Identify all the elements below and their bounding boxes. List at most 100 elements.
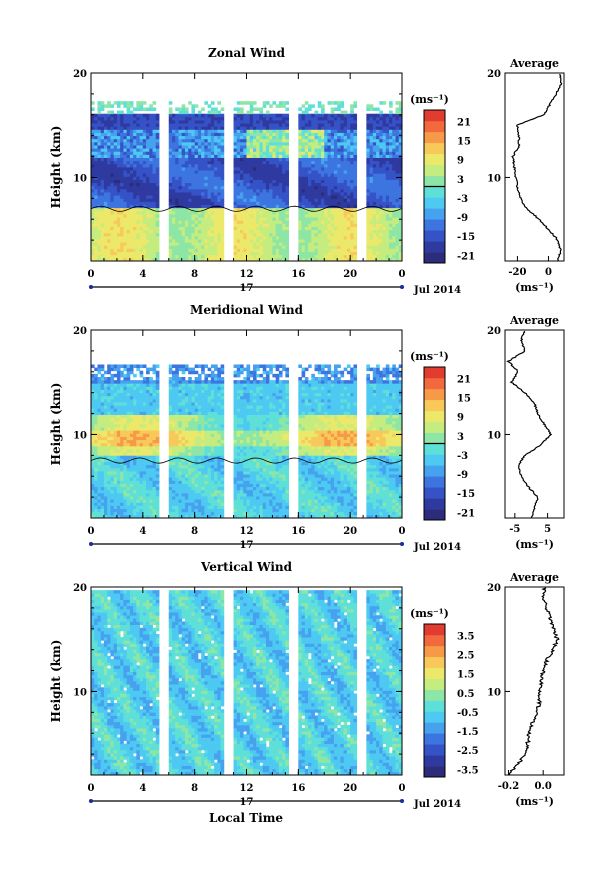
heatmap-cell	[110, 110, 115, 115]
heatmap-cell	[175, 195, 179, 199]
heatmap-cell	[136, 195, 140, 199]
heatmap-cell	[129, 210, 134, 215]
heatmap-cell	[207, 182, 212, 187]
heatmap-cell	[139, 383, 144, 387]
heatmap-cell	[285, 257, 290, 262]
heatmap-cell	[330, 151, 335, 155]
heatmap-cell	[107, 214, 111, 218]
heatmap-cell	[240, 163, 244, 168]
heatmap-cell	[136, 439, 140, 444]
heatmap-cell	[204, 220, 209, 224]
heatmap-cell	[353, 141, 358, 146]
heatmap-cell	[259, 229, 264, 234]
heatmap-cell	[236, 101, 241, 105]
heatmap-cell	[243, 182, 247, 187]
heatmap-cell	[252, 185, 257, 190]
heatmap-cell	[201, 195, 205, 199]
heatmap-cell	[100, 508, 105, 513]
heatmap-cell	[178, 179, 183, 184]
heatmap-cell	[188, 201, 192, 205]
heatmap-cell	[120, 254, 124, 259]
heatmap-cell	[278, 135, 283, 140]
heatmap-cell	[285, 157, 290, 162]
heatmap-cell	[116, 151, 121, 155]
heatmap-cell	[214, 135, 218, 140]
heatmap-cell	[395, 185, 400, 190]
heatmap-cell	[116, 160, 121, 165]
heatmap-cell	[91, 126, 95, 130]
heatmap-cell	[240, 170, 244, 174]
heatmap-cell	[353, 254, 358, 259]
heatmap-cell	[100, 251, 105, 256]
heatmap-cell	[262, 113, 267, 118]
heatmap-cell	[214, 229, 218, 234]
heatmap-cell	[129, 173, 134, 177]
heatmap-cell	[97, 214, 102, 218]
heatmap-cell	[317, 120, 322, 124]
heatmap-cell	[207, 129, 212, 133]
heatmap-cell	[103, 474, 108, 478]
heatmap-cell	[346, 251, 351, 256]
heatmap-cell	[369, 207, 374, 212]
heatmap-cell	[304, 123, 309, 127]
heatmap-cell	[382, 232, 387, 237]
heatmap-cell	[262, 245, 267, 249]
heatmap-cell	[120, 474, 124, 478]
heatmap-cell	[181, 254, 186, 259]
heatmap-cell	[155, 138, 160, 143]
heatmap-cell	[324, 148, 328, 152]
heatmap-cell	[100, 445, 105, 450]
heatmap-cell	[382, 223, 387, 227]
heatmap-cell	[116, 254, 121, 259]
heatmap-cell	[197, 170, 202, 174]
heatmap-cell	[120, 373, 124, 378]
heatmap-cell	[346, 214, 351, 218]
heatmap-cell	[372, 198, 377, 202]
heatmap-cell	[129, 502, 134, 506]
heatmap-cell	[252, 226, 257, 231]
heatmap-cell	[350, 214, 354, 218]
heatmap-cell	[129, 395, 134, 400]
heatmap-cell	[233, 210, 238, 215]
heatmap-cell	[194, 179, 199, 184]
heatmap-cell	[330, 129, 335, 133]
heatmap-cell	[129, 176, 134, 180]
heatmap-cell	[175, 182, 179, 187]
heatmap-cell	[372, 157, 377, 162]
heatmap-cell	[94, 367, 98, 372]
heatmap-cell	[340, 229, 345, 234]
heatmap-cell	[178, 151, 183, 155]
heatmap-cell	[155, 229, 160, 234]
heatmap-cell	[278, 235, 283, 240]
heatmap-cell	[103, 239, 108, 243]
heatmap-cell	[321, 248, 325, 252]
heatmap-cell	[337, 188, 341, 193]
heatmap-cell	[103, 467, 108, 472]
heatmap-cell	[272, 157, 277, 162]
heatmap-cell	[330, 254, 335, 259]
heatmap-cell	[265, 160, 270, 165]
heatmap-cell	[149, 154, 153, 158]
heatmap-cell	[272, 239, 277, 243]
heatmap-cell	[308, 242, 312, 246]
heatmap-cell	[149, 176, 153, 180]
heatmap-cell	[369, 120, 374, 124]
heatmap-cell	[210, 239, 215, 243]
heatmap-cell	[262, 251, 267, 256]
heatmap-cell	[333, 185, 338, 190]
heatmap-cell	[91, 188, 95, 193]
heatmap-cell	[366, 232, 370, 237]
heatmap-cell	[278, 157, 283, 162]
heatmap-cell	[324, 135, 328, 140]
heatmap-cell	[256, 217, 260, 221]
heatmap-cell	[330, 248, 335, 252]
heatmap-cell	[265, 167, 270, 171]
heatmap-cell	[382, 239, 387, 243]
heatmap-cell	[389, 120, 393, 124]
heatmap-cell	[285, 232, 290, 237]
heatmap-cell	[337, 157, 341, 162]
heatmap-cell	[149, 182, 153, 187]
heatmap-cell	[94, 483, 98, 488]
heatmap-cell	[175, 185, 179, 190]
